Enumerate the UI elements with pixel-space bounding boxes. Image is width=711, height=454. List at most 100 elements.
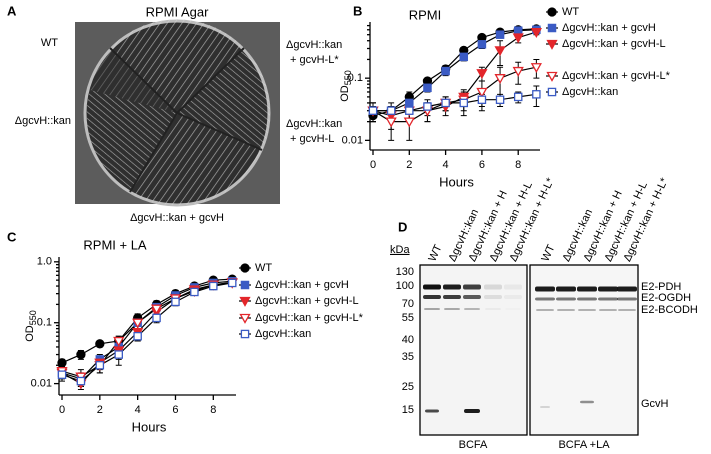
lane-label: WT xyxy=(426,243,444,264)
marker xyxy=(133,331,142,341)
marker xyxy=(513,92,523,102)
strain-label: ΔgcvH::kan xyxy=(286,39,342,51)
marker xyxy=(546,71,558,82)
series-line xyxy=(372,28,537,117)
x-tick-label: 8 xyxy=(210,404,216,416)
x-tick-label: 4 xyxy=(135,404,141,416)
marker xyxy=(423,83,432,93)
y-tick-label: 1.0 xyxy=(37,256,52,268)
y-axis-label-main: OD xyxy=(24,325,36,342)
blot-band xyxy=(556,286,576,292)
y-tick-label: 0.1 xyxy=(37,317,52,329)
marker xyxy=(227,278,237,288)
marker xyxy=(95,361,105,370)
blot-band xyxy=(617,297,637,301)
y-axis-label-sub: 550 xyxy=(28,310,38,325)
kda-marker: 35 xyxy=(402,351,414,363)
series-line xyxy=(61,282,233,382)
marker xyxy=(546,39,558,50)
legend-label: WT xyxy=(562,6,579,18)
kda-marker: 100 xyxy=(396,280,414,292)
blot-band xyxy=(423,284,441,290)
marker xyxy=(477,95,487,104)
blot-band xyxy=(425,409,439,413)
kda-marker: 25 xyxy=(402,381,414,393)
strain-label: + gcvH-L* xyxy=(290,54,339,66)
marker xyxy=(152,313,161,323)
blot-band xyxy=(577,297,597,301)
legend-label: ΔgcvH::kan + gcvH-L* xyxy=(562,70,671,82)
marker xyxy=(239,313,251,324)
strain-label: ΔgcvH::kan xyxy=(286,118,342,130)
blot-band xyxy=(484,284,502,290)
blot-band xyxy=(577,286,597,292)
legend-label: ΔgcvH::kan xyxy=(255,328,311,340)
blot-band xyxy=(424,308,440,310)
blot-band xyxy=(540,406,550,408)
blot-band xyxy=(464,308,480,310)
series-line xyxy=(373,29,537,112)
blot-band xyxy=(443,284,461,290)
band-label: E2-OGDH xyxy=(641,292,691,304)
series-line xyxy=(61,278,233,364)
strain-label: + gcvH-L xyxy=(290,133,334,145)
marker xyxy=(403,117,415,128)
y-tick-label: 0.01 xyxy=(31,378,52,390)
strain-label: ΔgcvH::kan xyxy=(15,115,71,127)
marker xyxy=(57,370,67,379)
marker xyxy=(240,280,250,290)
x-tick-label: 2 xyxy=(97,404,103,416)
marker xyxy=(495,30,505,39)
marker xyxy=(441,66,450,76)
blot-band xyxy=(485,308,501,310)
legend-label: ΔgcvH::kan + gcvH-L xyxy=(562,38,666,50)
kda-marker: 40 xyxy=(402,334,414,346)
series-line xyxy=(61,281,233,385)
marker xyxy=(512,33,524,44)
marker xyxy=(76,349,86,360)
legend-label: WT xyxy=(255,262,272,274)
blot-band xyxy=(463,295,481,299)
kda-marker: 130 xyxy=(396,266,414,278)
band-label: E2-PDH xyxy=(641,281,681,293)
blot-frame xyxy=(529,264,639,436)
series-line xyxy=(61,282,233,378)
marker xyxy=(239,296,251,307)
marker xyxy=(385,117,397,128)
y-tick-label: 0.1 xyxy=(348,72,363,84)
marker xyxy=(240,329,250,339)
kda-marker: 15 xyxy=(402,404,414,416)
y-axis-label-sub: 550 xyxy=(343,70,353,85)
band-label: E2-BCODH xyxy=(641,304,698,316)
marker xyxy=(386,106,396,115)
blot-frame xyxy=(419,264,528,436)
blot-band xyxy=(423,295,441,299)
marker xyxy=(240,263,250,273)
marker xyxy=(459,98,469,108)
blot-band xyxy=(598,297,618,301)
lane-label: WT xyxy=(539,243,557,264)
legend-label: ΔgcvH::kan + gcvH xyxy=(562,22,656,34)
blot-band xyxy=(580,400,594,404)
marker xyxy=(494,46,506,57)
marker xyxy=(405,106,414,115)
y-axis-label: OD550 xyxy=(339,70,353,102)
blot-band xyxy=(464,409,480,413)
x-tick-label: 4 xyxy=(443,159,449,171)
marker xyxy=(57,358,67,368)
marker xyxy=(423,102,432,111)
x-axis-label: Hours xyxy=(439,174,474,189)
blot-band xyxy=(535,286,555,292)
x-axis-label: Hours xyxy=(132,419,167,434)
x-tick-label: 0 xyxy=(370,159,376,171)
blot-band xyxy=(444,308,460,310)
legend-label: ΔgcvH::kan + gcvH-L* xyxy=(255,312,364,324)
series-line xyxy=(372,66,537,123)
strain-label: WT xyxy=(41,37,58,49)
marker xyxy=(150,304,163,315)
marker xyxy=(476,87,488,98)
marker xyxy=(190,287,199,297)
chart-title: RPMI xyxy=(409,7,442,22)
marker xyxy=(530,63,542,74)
marker xyxy=(494,74,506,84)
